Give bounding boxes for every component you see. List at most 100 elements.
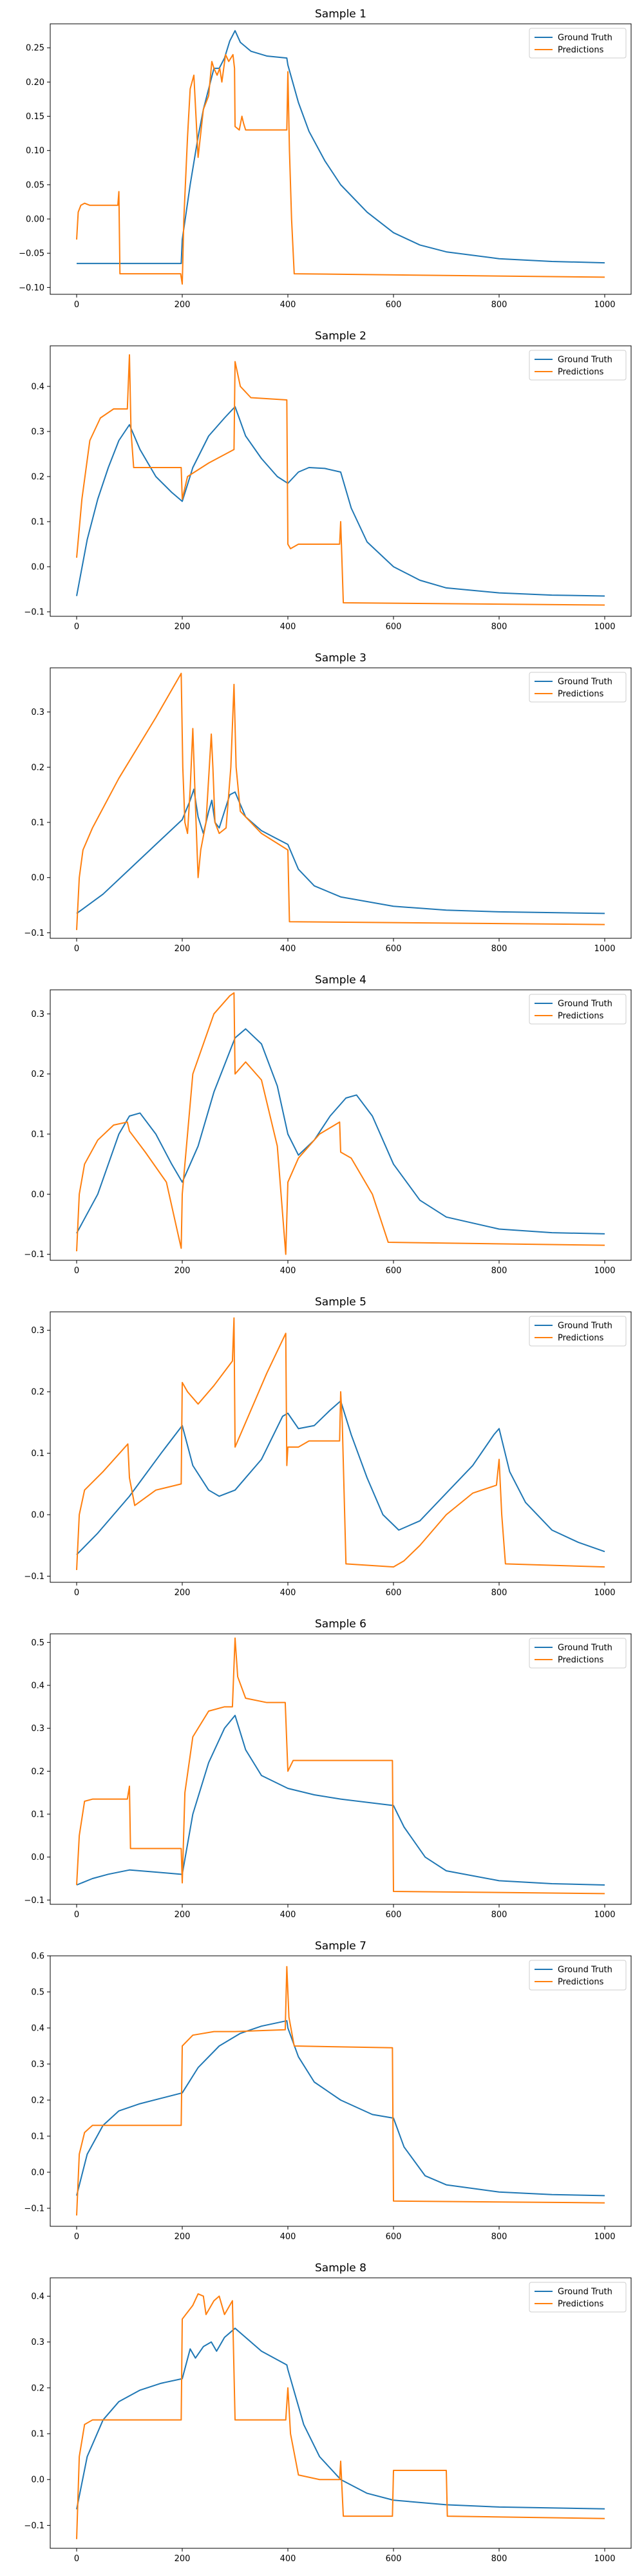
- x-tick-label: 400: [280, 1588, 296, 1598]
- x-tick-label: 0: [74, 300, 79, 310]
- legend-box: [529, 350, 627, 381]
- y-tick-label: 0.1: [31, 2430, 44, 2439]
- x-tick-label: 1000: [594, 622, 615, 632]
- predictions-line: [76, 1317, 605, 1570]
- axes-frame: [50, 23, 632, 295]
- legend: Ground Truth Predictions: [529, 1316, 627, 1347]
- y-tick-label: 0.2: [31, 1388, 44, 1397]
- y-tick-label: 0.1: [31, 819, 44, 828]
- y-tick-label: 0.3: [31, 428, 44, 437]
- legend: Ground Truth Predictions: [529, 28, 627, 59]
- legend-label-ground-truth: Ground Truth: [558, 1321, 612, 1331]
- y-tick-label: 0.5: [31, 1638, 44, 1648]
- y-tick-label: 0.1: [31, 1449, 44, 1459]
- x-tick-label: 1000: [594, 1266, 615, 1276]
- axes-frame: [50, 1955, 632, 2227]
- x-tick-label: 200: [175, 1588, 191, 1598]
- y-tick-label: 0.2: [31, 473, 44, 482]
- x-tick-label: 200: [175, 1910, 191, 1920]
- y-tick-label: 0.20: [26, 78, 44, 88]
- plot-area: [76, 354, 605, 606]
- legend-label-ground-truth: Ground Truth: [558, 677, 612, 687]
- axes-frame: [50, 1311, 632, 1583]
- chart-title: Sample 2: [315, 330, 366, 343]
- predictions-line: [76, 354, 605, 606]
- y-tick-label: 0.2: [31, 2383, 44, 2393]
- x-tick-label: 1000: [594, 1910, 615, 1920]
- legend: Ground Truth Predictions: [529, 1638, 627, 1669]
- x-tick-label: 600: [386, 1266, 402, 1276]
- y-tick-label: 0.0: [31, 873, 44, 883]
- legend-label-predictions: Predictions: [558, 2300, 604, 2309]
- predictions-line: [76, 2293, 605, 2539]
- chart-title: Sample 6: [315, 1618, 366, 1631]
- x-tick-label: 0: [74, 1588, 79, 1598]
- x-tick-label: 800: [491, 622, 507, 632]
- plot-area: [76, 1317, 605, 1570]
- x-tick-label: 200: [175, 300, 191, 310]
- x-tick-label: 200: [175, 944, 191, 954]
- legend-label-predictions: Predictions: [558, 1656, 604, 1665]
- legend-box: [529, 28, 627, 59]
- y-tick-label: −0.1: [24, 929, 44, 938]
- x-tick-label: 200: [175, 2232, 191, 2242]
- y-tick-label: 0.0: [31, 1853, 44, 1862]
- legend-label-ground-truth: Ground Truth: [558, 2287, 612, 2297]
- y-tick-label: 0.25: [26, 44, 44, 53]
- x-tick-label: 800: [491, 2554, 507, 2564]
- axes-frame: [50, 989, 632, 1261]
- legend-box: [529, 1316, 627, 1347]
- x-tick-label: 600: [386, 1588, 402, 1598]
- y-tick-label: 0.3: [31, 2060, 44, 2070]
- y-tick-label: 0.1: [31, 1130, 44, 1140]
- y-tick-label: 0.2: [31, 2096, 44, 2106]
- x-tick-label: 0: [74, 1910, 79, 1920]
- plot-area: [76, 672, 605, 931]
- y-tick-label: 0.0: [31, 2476, 44, 2485]
- axes-frame: [50, 667, 632, 939]
- ground-truth-line: [76, 406, 605, 597]
- legend-label-predictions: Predictions: [558, 368, 604, 377]
- x-tick-label: 200: [175, 622, 191, 632]
- y-tick-label: 0.3: [31, 1724, 44, 1734]
- chart-panel: Sample 3 0 200 400 600 800 1000 −0.1 0.0 0.1 0.2 0.…: [24, 652, 632, 954]
- chart-title: Sample 5: [315, 1296, 366, 1309]
- legend-box: [529, 994, 627, 1025]
- chart-title: Sample 4: [315, 974, 366, 987]
- x-tick-label: 600: [386, 622, 402, 632]
- chart-panel: Sample 6 0 200 400 600 800 1000 −0.1 0.0 0.1 0.2 0.…: [24, 1618, 632, 1920]
- legend: Ground Truth Predictions: [529, 994, 627, 1025]
- predictions-line: [76, 1637, 605, 1895]
- y-tick-label: 0.2: [31, 1070, 44, 1079]
- x-tick-label: 400: [280, 1266, 296, 1276]
- ground-truth-line: [76, 788, 605, 914]
- y-tick-label: −0.1: [24, 2204, 44, 2214]
- x-tick-label: 1000: [594, 1588, 615, 1598]
- axes-frame: [50, 2277, 632, 2549]
- x-tick-label: 400: [280, 1910, 296, 1920]
- legend-label-predictions: Predictions: [558, 46, 604, 55]
- chart-panel: Sample 7 0 200 400 600 800 1000 −0.1 0.0 0.1 0.2 0.…: [24, 1940, 632, 2242]
- x-tick-label: 600: [386, 300, 402, 310]
- legend-label-ground-truth: Ground Truth: [558, 1965, 612, 1975]
- x-tick-label: 0: [74, 2554, 79, 2564]
- legend: Ground Truth Predictions: [529, 672, 627, 703]
- plot-area: [76, 992, 605, 1255]
- y-tick-label: 0.0: [31, 1511, 44, 1520]
- x-tick-label: 0: [74, 2232, 79, 2242]
- chart-panel: Sample 8 0 200 400 600 800 1000 −0.1 0.0 0.1 0.2 0.…: [24, 2262, 632, 2564]
- predictions-line: [76, 672, 605, 931]
- y-tick-label: 0.1: [31, 2132, 44, 2142]
- x-tick-label: 600: [386, 2232, 402, 2242]
- axes-frame: [50, 345, 632, 617]
- chart-panel: Sample 1 0 200 400 600 800 1000 −0.10 −0.05 0.00 0…: [19, 8, 632, 310]
- legend-label-ground-truth: Ground Truth: [558, 33, 612, 43]
- y-tick-label: 0.00: [26, 215, 44, 225]
- y-tick-label: 0.4: [31, 2292, 44, 2302]
- y-tick-label: 0.05: [26, 180, 44, 190]
- legend: Ground Truth Predictions: [529, 350, 627, 381]
- legend-label-predictions: Predictions: [558, 1012, 604, 1021]
- plot-area: [76, 2293, 605, 2539]
- y-tick-label: −0.1: [24, 1896, 44, 1906]
